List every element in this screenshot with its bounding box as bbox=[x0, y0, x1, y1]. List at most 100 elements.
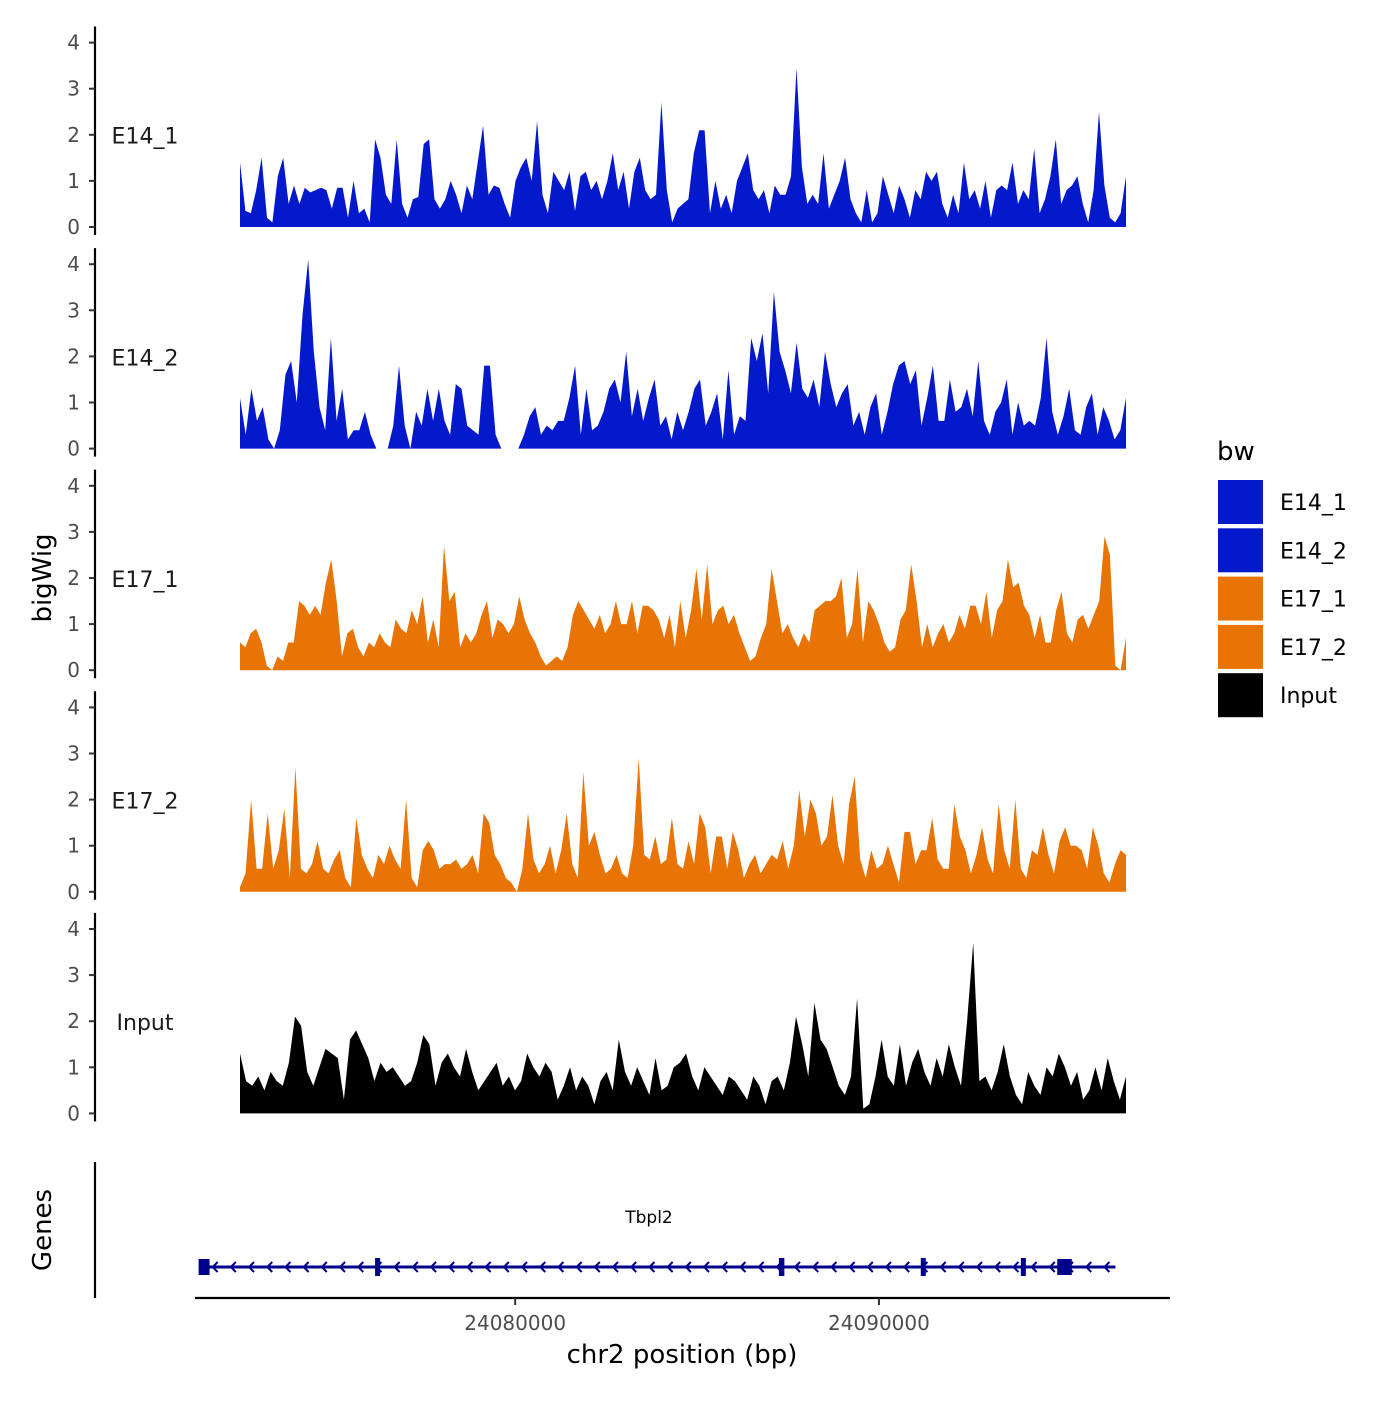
strand-arrow bbox=[902, 1261, 910, 1273]
legend-label: E14_2 bbox=[1280, 539, 1347, 564]
x-ticks: 24080000 24090000 bbox=[464, 1298, 930, 1335]
legend-title: bw bbox=[1217, 437, 1255, 467]
y-tick-label: 2 bbox=[67, 566, 80, 590]
strand-arrow bbox=[1030, 1261, 1038, 1273]
signal-area-E17_1 bbox=[240, 536, 1126, 671]
y-tick-label: 3 bbox=[67, 742, 80, 766]
strand-arrow bbox=[884, 1261, 892, 1273]
track-label: E17_2 bbox=[112, 790, 179, 815]
genes-axis-title: Genes bbox=[28, 1189, 58, 1271]
x-axis: 24080000 24090000 bbox=[195, 1296, 1170, 1335]
y-tick-label: 1 bbox=[67, 834, 80, 858]
legend-swatch-E14_2 bbox=[1218, 528, 1263, 573]
strand-arrow bbox=[811, 1261, 819, 1273]
track-label: E14_2 bbox=[112, 346, 179, 371]
strand-arrow bbox=[557, 1261, 565, 1273]
legend-swatch-E17_1 bbox=[1218, 576, 1263, 621]
strand-arrow bbox=[393, 1261, 401, 1273]
y-tick-label: 1 bbox=[67, 391, 80, 415]
strand-arrow bbox=[320, 1261, 328, 1273]
gene-exon bbox=[1057, 1259, 1072, 1275]
track-E14_2: 0 1 2 3 4 E14_2 bbox=[67, 248, 1126, 461]
strand-arrow bbox=[830, 1261, 838, 1273]
gene-label: Tbpl2 bbox=[624, 1208, 673, 1228]
y-tick-label: 2 bbox=[67, 344, 80, 368]
strand-arrow bbox=[629, 1261, 637, 1273]
strand-arrow bbox=[1103, 1261, 1111, 1273]
y-tick-label: 3 bbox=[67, 963, 80, 987]
legend-label: E17_2 bbox=[1280, 636, 1347, 661]
y-tick-label: 0 bbox=[67, 437, 80, 461]
gene-exon bbox=[1020, 1258, 1026, 1276]
y-tick-label: 4 bbox=[67, 917, 80, 941]
strand-arrow bbox=[265, 1261, 273, 1273]
track-label: E17_1 bbox=[112, 568, 179, 593]
gene-exon bbox=[920, 1258, 926, 1276]
strand-arrow bbox=[484, 1261, 492, 1273]
legend-swatch-E17_2 bbox=[1218, 624, 1263, 669]
y-tick-label: 4 bbox=[67, 474, 80, 498]
strand-arrow bbox=[411, 1261, 419, 1273]
strand-arrow bbox=[666, 1261, 674, 1273]
strand-arrow bbox=[538, 1261, 546, 1273]
strand-arrow bbox=[939, 1261, 947, 1273]
strand-arrow bbox=[520, 1261, 528, 1273]
strand-arrow bbox=[338, 1261, 346, 1273]
strand-arrow bbox=[648, 1261, 656, 1273]
y-tick-label: 2 bbox=[67, 123, 80, 147]
strand-arrow bbox=[866, 1261, 874, 1273]
y-tick-label: 1 bbox=[67, 1055, 80, 1079]
legend-swatch-E14_1 bbox=[1218, 480, 1263, 524]
y-tick-label: 3 bbox=[67, 298, 80, 322]
strand-arrow bbox=[1012, 1261, 1020, 1273]
strand-arrow bbox=[739, 1261, 747, 1273]
y-tick-label: 1 bbox=[67, 612, 80, 636]
track-E17_2: 0 1 2 3 4 E17_2 bbox=[67, 691, 1126, 904]
gene-exon bbox=[778, 1258, 785, 1276]
y-tick-label: 3 bbox=[67, 520, 80, 544]
strand-arrow bbox=[684, 1261, 692, 1273]
strand-arrow bbox=[702, 1261, 710, 1273]
y-tick-label: 0 bbox=[67, 658, 80, 682]
strand-arrow bbox=[611, 1261, 619, 1273]
x-axis-title: chr2 position (bp) bbox=[567, 1340, 798, 1370]
signal-area-Input bbox=[240, 942, 1126, 1114]
legend-items: E14_1 E14_2 E17_1 E17_2 Input bbox=[1218, 480, 1347, 718]
y-tick-label: 0 bbox=[67, 215, 80, 239]
y-tick-label: 3 bbox=[67, 77, 80, 101]
track-Input: 0 1 2 3 4 Input bbox=[67, 912, 1126, 1125]
strand-arrow bbox=[211, 1261, 219, 1273]
track-label: E14_1 bbox=[112, 125, 179, 150]
y-tick-label: 4 bbox=[67, 31, 80, 55]
strand-arrow bbox=[848, 1261, 856, 1273]
legend-swatch-Input bbox=[1218, 673, 1263, 718]
strand-arrow bbox=[720, 1261, 728, 1273]
y-tick-label: 1 bbox=[67, 169, 80, 193]
strand-arrow bbox=[593, 1261, 601, 1273]
strand-arrow bbox=[429, 1261, 437, 1273]
strand-arrow bbox=[793, 1261, 801, 1273]
gene-exon bbox=[198, 1259, 210, 1275]
strand-arrow bbox=[302, 1261, 310, 1273]
signal-area-E14_2 bbox=[240, 259, 1126, 449]
y-tick-label: 0 bbox=[67, 1101, 80, 1125]
legend-label: Input bbox=[1280, 684, 1337, 709]
x-tick-label: 24080000 bbox=[464, 1311, 566, 1335]
strand-arrow bbox=[466, 1261, 474, 1273]
legend-label: E14_1 bbox=[1280, 491, 1347, 516]
gene-body bbox=[198, 1258, 1116, 1276]
x-tick-label: 24090000 bbox=[828, 1311, 930, 1335]
y-tick-label: 2 bbox=[67, 1009, 80, 1033]
strand-arrow bbox=[975, 1261, 983, 1273]
track-E17_1: 0 1 2 3 4 E17_1 bbox=[67, 469, 1126, 682]
strand-arrow bbox=[575, 1261, 583, 1273]
gene-track: Tbpl2 bbox=[93, 1162, 1116, 1298]
strand-arrow bbox=[284, 1261, 292, 1273]
strand-arrow bbox=[247, 1261, 255, 1273]
strand-arrow bbox=[757, 1261, 765, 1273]
y-tick-label: 4 bbox=[67, 695, 80, 719]
strand-arrow bbox=[229, 1261, 237, 1273]
track-E14_1: 0 1 2 3 4 E14_1 bbox=[67, 26, 1126, 239]
